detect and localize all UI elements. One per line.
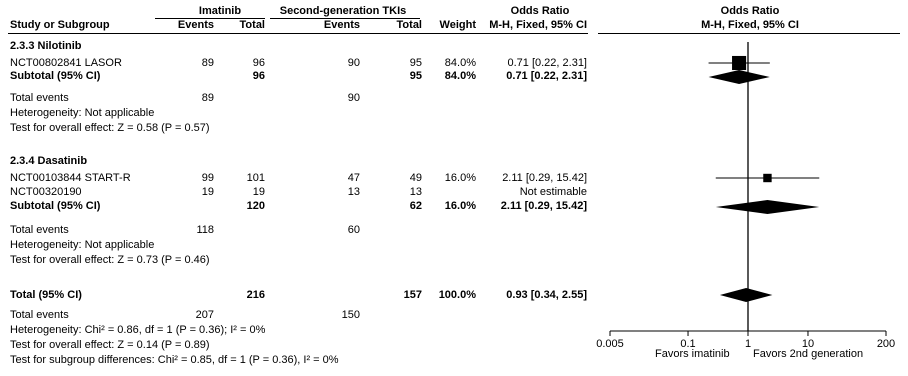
header-weight: Weight [439, 19, 476, 31]
study-square [732, 55, 747, 71]
heterogeneity: Heterogeneity: Not applicable [10, 107, 155, 119]
weight: 84.0% [444, 57, 476, 69]
total-events-1: 207 [195, 309, 214, 321]
header-second-gen: Second-generation TKIs [279, 5, 407, 17]
total-events-1: 89 [201, 92, 214, 104]
total-2: 49 [409, 172, 422, 184]
events-2: 47 [347, 172, 360, 184]
events-2: 13 [347, 186, 360, 198]
total-weight: 100.0% [438, 289, 476, 301]
subtotal-label: Subtotal (95% CI) [10, 200, 101, 212]
header-or-text-sub: M-H, Fixed, 95% CI [489, 19, 587, 31]
subtotal-label: Subtotal (95% CI) [10, 70, 101, 82]
subgroup-differences: Test for subgroup differences: Chi² = 0.… [10, 354, 339, 366]
events-1: 89 [201, 57, 214, 69]
pooled-diamond [708, 70, 770, 84]
header-rule-right [598, 33, 900, 34]
weight: 16.0% [444, 172, 476, 184]
heterogeneity: Heterogeneity: Not applicable [10, 239, 155, 251]
x-tick-label: 0.1 [680, 338, 695, 350]
total-events-1: 118 [196, 224, 214, 236]
total-2: 13 [409, 186, 422, 198]
study-square [763, 173, 772, 183]
x-tick-label: 1 [745, 338, 751, 350]
total-1: 101 [246, 172, 265, 184]
total-1: 96 [252, 57, 265, 69]
total-2: 95 [409, 57, 422, 69]
total-events-label: Total events [10, 224, 69, 236]
x-tick-label: 10 [802, 338, 814, 350]
pooled-diamond [715, 200, 820, 214]
total-events-2: 150 [341, 309, 360, 321]
events-2: 90 [347, 57, 360, 69]
total-events-2: 90 [347, 92, 360, 104]
header-study: Study or Subgroup [10, 19, 110, 31]
study-name: NCT00320190 [10, 186, 82, 198]
total-events-label: Total events [10, 92, 69, 104]
subtotal-total-1: 120 [246, 200, 265, 212]
or-ci: 2.11 [0.29, 15.42] [502, 172, 587, 184]
total-total-2: 157 [403, 289, 422, 301]
subtotal-weight: 84.0% [444, 70, 476, 82]
or-ci: Not estimable [519, 186, 587, 198]
overall-effect: Test for overall effect: Z = 0.73 (P = 0… [10, 254, 210, 266]
header-or-text: Odds Ratio [510, 5, 570, 17]
subtotal-total-2: 95 [409, 70, 422, 82]
x-tick-label: 0.005 [596, 338, 624, 350]
header-underline-second [270, 18, 420, 19]
study-name: NCT00802841 LASOR [10, 57, 122, 69]
header-imatinib: Imatinib [198, 5, 242, 17]
favors-right: Favors 2nd generation [753, 348, 864, 360]
favors-left: Favors imatinib [655, 348, 730, 360]
total-ci: 0.93 [0.34, 2.55] [506, 289, 587, 301]
overall-effect-total: Test for overall effect: Z = 0.14 (P = 0… [10, 339, 210, 351]
subgroup-title: 2.3.3 Nilotinib [10, 40, 82, 52]
subtotal-total-1: 96 [252, 70, 265, 82]
header-underline-imatinib [155, 18, 265, 19]
total-events-label: Total events [10, 309, 69, 321]
events-1: 19 [201, 186, 214, 198]
header-or-plot-sub: M-H, Fixed, 95% CI [701, 19, 799, 31]
header-rule-left [8, 33, 588, 34]
overall-effect: Test for overall effect: Z = 0.58 (P = 0… [10, 122, 210, 134]
or-ci: 0.71 [0.22, 2.31] [507, 57, 587, 69]
subtotal-total-2: 62 [409, 200, 422, 212]
study-name: NCT00103844 START-R [10, 172, 131, 184]
header-events-1: Events [177, 19, 214, 31]
header-total-2: Total [396, 19, 422, 31]
total-label: Total (95% CI) [10, 289, 82, 301]
subtotal-weight: 16.0% [444, 200, 476, 212]
total-1: 19 [252, 186, 265, 198]
pooled-diamond [719, 288, 773, 302]
subtotal-ci: 2.11 [0.29, 15.42] [500, 200, 587, 212]
subtotal-ci: 0.71 [0.22, 2.31] [506, 70, 587, 82]
header-or-plot: Odds Ratio [720, 5, 780, 17]
total-events-2: 60 [347, 224, 360, 236]
header-total-1: Total [239, 19, 265, 31]
subgroup-title: 2.3.4 Dasatinib [10, 155, 88, 167]
heterogeneity-total: Heterogeneity: Chi² = 0.86, df = 1 (P = … [10, 324, 266, 336]
header-events-2: Events [323, 19, 360, 31]
x-tick-label: 200 [877, 338, 895, 350]
events-1: 99 [201, 172, 214, 184]
total-total-1: 216 [246, 289, 265, 301]
